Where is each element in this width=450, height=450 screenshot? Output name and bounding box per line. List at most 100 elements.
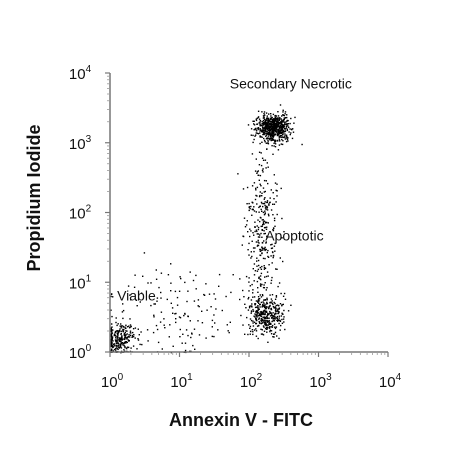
data-point — [266, 251, 268, 254]
data-point — [111, 348, 113, 350]
data-point — [253, 138, 255, 141]
data-point — [289, 133, 291, 136]
data-point — [163, 324, 165, 326]
data-point — [274, 116, 277, 119]
data-point — [253, 124, 256, 126]
data-point — [133, 334, 135, 336]
data-point — [281, 138, 283, 141]
data-point — [263, 121, 265, 124]
data-point — [262, 224, 264, 226]
data-point — [248, 206, 251, 208]
data-point — [264, 313, 266, 316]
data-point — [254, 226, 256, 228]
data-point — [260, 333, 263, 335]
data-point — [262, 321, 265, 323]
data-point — [227, 330, 229, 332]
data-point — [123, 329, 125, 331]
data-point — [239, 298, 241, 301]
data-point — [286, 116, 288, 119]
data-point — [259, 123, 261, 125]
data-point — [263, 117, 265, 119]
data-point — [124, 346, 126, 349]
data-point — [263, 266, 266, 269]
data-point — [259, 311, 261, 313]
data-point — [273, 245, 276, 247]
data-point — [272, 139, 274, 141]
data-point — [259, 294, 261, 296]
data-point — [270, 244, 272, 246]
data-point — [135, 299, 138, 301]
data-point — [245, 275, 248, 278]
data-point — [256, 172, 258, 174]
data-point — [111, 326, 113, 328]
data-point — [274, 327, 277, 330]
data-point — [113, 343, 116, 345]
data-point — [248, 290, 250, 292]
data-point — [120, 343, 122, 346]
data-point — [263, 268, 266, 270]
data-point — [170, 302, 172, 304]
data-point — [184, 342, 187, 344]
data-point — [129, 324, 132, 326]
data-point — [261, 294, 264, 296]
data-point — [273, 124, 275, 126]
data-point — [122, 303, 124, 305]
data-point — [264, 324, 266, 326]
data-point — [286, 129, 289, 132]
data-point — [261, 265, 263, 268]
data-point — [120, 339, 122, 341]
data-point — [255, 330, 258, 332]
data-point — [255, 130, 258, 132]
data-point — [117, 333, 119, 336]
data-point — [261, 333, 264, 335]
data-point — [276, 134, 279, 137]
data-point — [280, 118, 282, 120]
data-point — [121, 325, 123, 327]
data-point — [259, 250, 262, 252]
data-point — [128, 334, 130, 336]
data-point — [132, 331, 134, 334]
data-point — [270, 314, 273, 317]
x-tick-label: 103 — [309, 372, 332, 391]
data-point — [264, 282, 266, 284]
data-point — [270, 128, 272, 130]
data-point — [271, 133, 273, 136]
data-point — [282, 303, 284, 306]
data-point — [264, 323, 266, 325]
data-point — [279, 119, 281, 121]
data-point — [147, 340, 149, 342]
data-point — [258, 314, 261, 316]
data-point — [266, 137, 268, 139]
data-point — [264, 221, 267, 223]
data-point — [276, 319, 278, 322]
data-point — [279, 124, 282, 127]
data-point — [271, 128, 273, 130]
data-point — [274, 242, 276, 245]
data-point — [250, 205, 252, 208]
data-point — [201, 322, 204, 324]
data-point — [279, 257, 281, 259]
data-point — [254, 198, 257, 201]
data-point — [118, 330, 121, 332]
data-point — [116, 330, 118, 332]
data-point — [258, 300, 260, 302]
data-point — [256, 186, 259, 189]
data-point — [111, 337, 113, 339]
data-point — [259, 174, 262, 177]
data-point — [120, 327, 122, 329]
data-point — [125, 334, 127, 336]
data-point — [250, 312, 252, 314]
data-point — [268, 327, 271, 329]
data-point — [192, 344, 194, 347]
data-point — [275, 201, 277, 203]
data-point — [137, 339, 140, 341]
data-point — [273, 198, 275, 200]
data-point — [115, 341, 117, 343]
data-point — [266, 162, 268, 164]
data-point — [266, 311, 268, 313]
data-point — [253, 129, 255, 131]
data-point — [117, 330, 119, 332]
data-point — [254, 221, 256, 223]
data-point — [259, 205, 261, 208]
data-point — [266, 306, 268, 308]
